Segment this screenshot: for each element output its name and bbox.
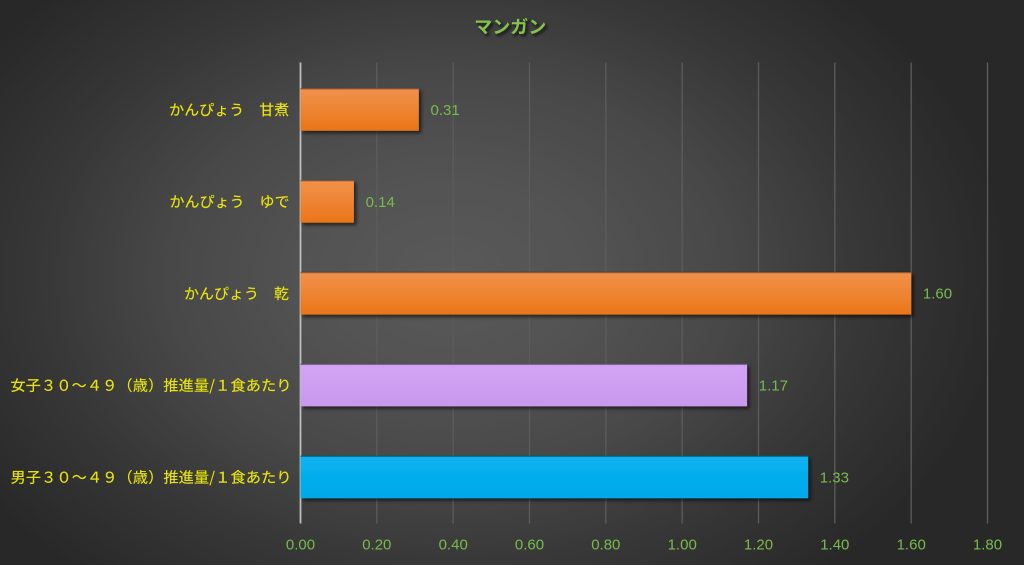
svg-text:0.80: 0.80 bbox=[591, 536, 620, 553]
svg-text:1.33: 1.33 bbox=[820, 469, 849, 486]
svg-text:1.60: 1.60 bbox=[923, 286, 952, 303]
svg-text:1.17: 1.17 bbox=[759, 378, 788, 395]
svg-text:1.20: 1.20 bbox=[744, 536, 773, 553]
svg-text:0.31: 0.31 bbox=[431, 102, 460, 119]
svg-text:0.14: 0.14 bbox=[366, 194, 395, 211]
svg-text:1.60: 1.60 bbox=[897, 536, 926, 553]
svg-text:0.60: 0.60 bbox=[515, 536, 544, 553]
svg-text:1.80: 1.80 bbox=[973, 536, 1002, 553]
svg-text:0.40: 0.40 bbox=[439, 536, 468, 553]
svg-text:0.00: 0.00 bbox=[286, 536, 315, 553]
svg-text:0.20: 0.20 bbox=[362, 536, 391, 553]
svg-text:1.40: 1.40 bbox=[820, 536, 849, 553]
svg-text:1.00: 1.00 bbox=[668, 536, 697, 553]
